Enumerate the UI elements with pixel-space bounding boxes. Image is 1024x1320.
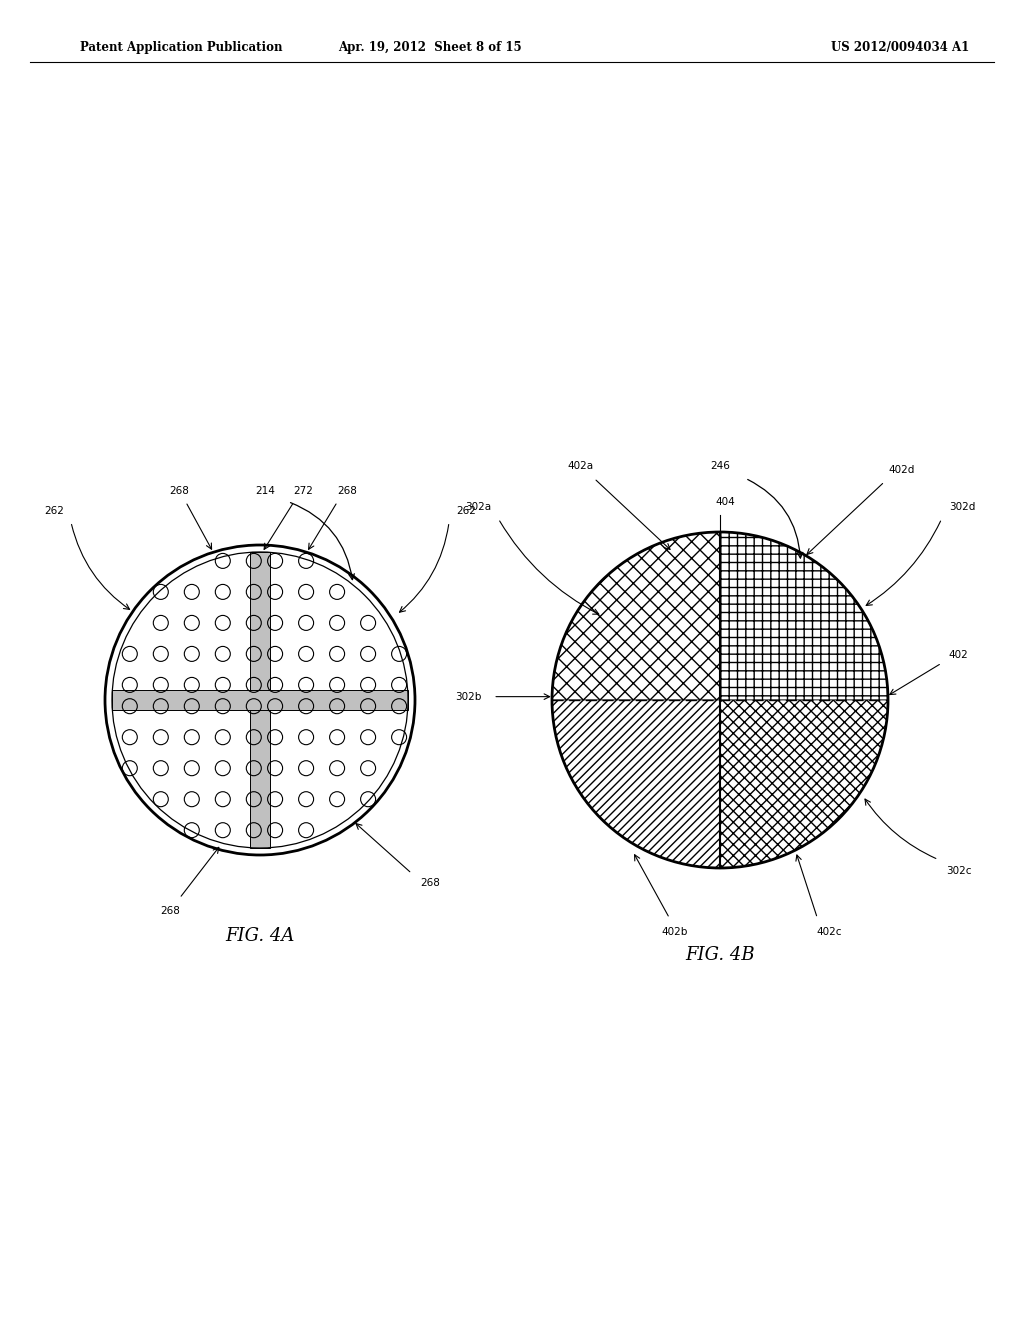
Text: 402d: 402d xyxy=(888,465,914,475)
Bar xyxy=(250,552,270,847)
Text: 268: 268 xyxy=(160,906,180,916)
Text: 402b: 402b xyxy=(662,927,688,937)
Text: 402a: 402a xyxy=(567,462,594,471)
Circle shape xyxy=(105,545,415,855)
Text: 262: 262 xyxy=(457,506,476,516)
Text: 302a: 302a xyxy=(465,502,492,512)
Text: Apr. 19, 2012  Sheet 8 of 15: Apr. 19, 2012 Sheet 8 of 15 xyxy=(338,41,522,54)
Wedge shape xyxy=(552,700,720,869)
Text: 272: 272 xyxy=(294,486,313,496)
Text: 302d: 302d xyxy=(948,502,975,512)
Text: 268: 268 xyxy=(169,486,189,496)
Bar xyxy=(112,690,408,710)
Circle shape xyxy=(552,532,888,869)
Text: FIG. 4B: FIG. 4B xyxy=(685,946,755,965)
Text: Patent Application Publication: Patent Application Publication xyxy=(80,41,283,54)
Text: 402c: 402c xyxy=(816,927,842,937)
Text: 214: 214 xyxy=(256,486,275,496)
Text: US 2012/0094034 A1: US 2012/0094034 A1 xyxy=(830,41,969,54)
Text: 404: 404 xyxy=(715,496,735,507)
Text: FIG. 4A: FIG. 4A xyxy=(225,927,295,945)
Wedge shape xyxy=(720,532,888,700)
Text: 302b: 302b xyxy=(455,692,481,702)
Wedge shape xyxy=(720,700,888,869)
Text: 268: 268 xyxy=(337,486,356,496)
Text: 246: 246 xyxy=(711,462,730,471)
Text: 302c: 302c xyxy=(946,866,972,876)
Text: 262: 262 xyxy=(44,506,63,516)
Text: 268: 268 xyxy=(421,878,440,888)
Text: 402: 402 xyxy=(948,649,969,660)
Wedge shape xyxy=(552,532,720,700)
